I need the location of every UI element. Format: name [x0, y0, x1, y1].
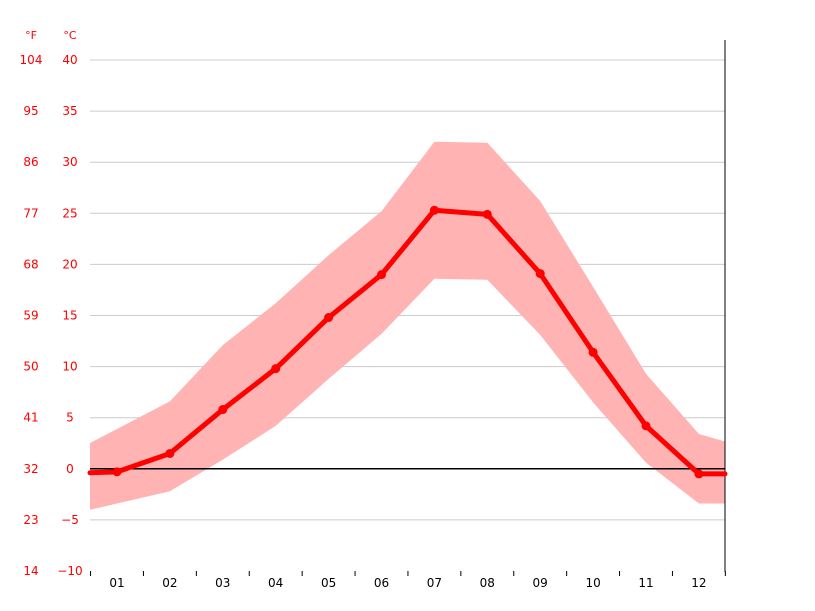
fahrenheit-tick-label: 95 — [23, 104, 38, 118]
month-label: 10 — [585, 576, 600, 590]
data-point — [482, 209, 492, 219]
fahrenheit-tick-label: 77 — [23, 206, 38, 220]
month-label: 02 — [162, 576, 177, 590]
celsius-tick-label: 20 — [62, 257, 77, 271]
celsius-tick-label: −5 — [61, 513, 79, 527]
data-point — [324, 313, 334, 323]
fahrenheit-tick-label: 32 — [23, 462, 38, 476]
celsius-tick-label: 35 — [62, 104, 77, 118]
data-point — [429, 205, 439, 215]
month-label: 07 — [427, 576, 442, 590]
celsius-tick-label: 25 — [62, 206, 77, 220]
fahrenheit-tick-label: 41 — [23, 411, 38, 425]
data-point — [165, 448, 175, 458]
celsius-unit-label: °C — [63, 29, 77, 42]
average-temperature-series — [87, 205, 728, 479]
celsius-tick-label: 10 — [62, 360, 77, 374]
month-label: 04 — [268, 576, 283, 590]
data-point — [112, 467, 122, 477]
data-point — [377, 270, 386, 280]
celsius-tick-label: −10 — [57, 564, 82, 578]
celsius-tick-label: 40 — [62, 53, 77, 67]
data-point — [588, 347, 598, 357]
fahrenheit-tick-label: 59 — [23, 309, 38, 323]
month-label: 05 — [321, 576, 336, 590]
axes — [90, 40, 726, 576]
fahrenheit-tick-label: 86 — [23, 155, 38, 169]
fahrenheit-tick-label: 104 — [20, 53, 43, 67]
average-temperature-line — [87, 207, 728, 477]
celsius-tick-label: 30 — [62, 155, 77, 169]
month-label: 12 — [691, 576, 706, 590]
month-label: 06 — [374, 576, 389, 590]
month-label: 01 — [109, 576, 124, 590]
celsius-tick-label: 15 — [62, 309, 77, 323]
fahrenheit-tick-label: 14 — [23, 564, 38, 578]
fahrenheit-unit-label: °F — [25, 29, 37, 42]
data-point — [218, 405, 228, 415]
temperature-range-band — [90, 141, 725, 510]
fahrenheit-tick-label: 68 — [23, 257, 38, 271]
axis-labels: °F °C 4010435953086257720681559105054103… — [20, 29, 707, 590]
celsius-tick-label: 5 — [66, 411, 74, 425]
month-label: 09 — [533, 576, 548, 590]
month-label: 08 — [480, 576, 495, 590]
data-point — [271, 364, 281, 374]
celsius-tick-label: 0 — [66, 462, 74, 476]
fahrenheit-tick-label: 23 — [23, 513, 38, 527]
month-label: 03 — [215, 576, 230, 590]
data-point — [641, 421, 651, 431]
fahrenheit-tick-label: 50 — [23, 360, 38, 374]
data-point — [535, 269, 545, 279]
temperature-range-area — [90, 141, 725, 510]
month-label: 11 — [638, 576, 653, 590]
data-point — [694, 469, 704, 479]
